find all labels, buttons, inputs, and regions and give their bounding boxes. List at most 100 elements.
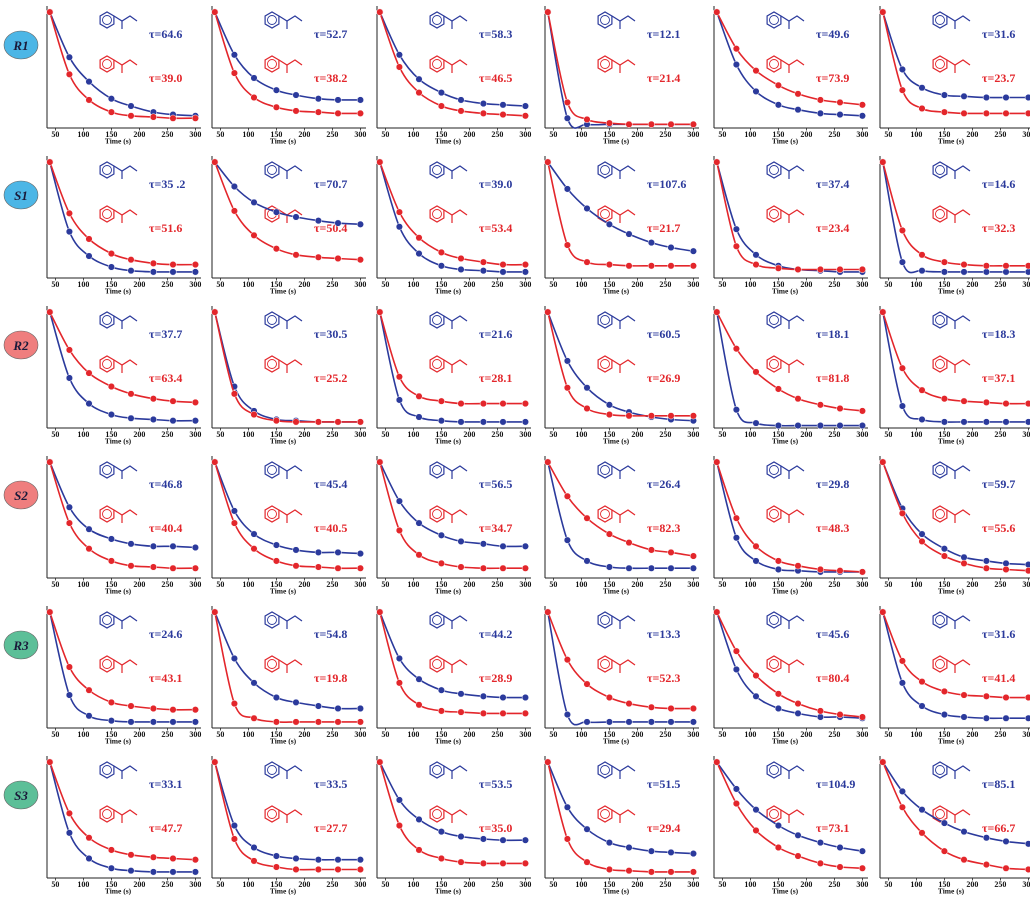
tau-annotation: τ=47.7 xyxy=(149,821,182,835)
molecule-ring xyxy=(99,805,115,823)
molecule-ring-inner xyxy=(600,809,610,819)
x-tick-label: 300 xyxy=(687,730,699,739)
data-point xyxy=(667,243,675,252)
molecule-chain xyxy=(443,165,468,172)
data-point xyxy=(292,562,300,570)
data-point xyxy=(356,718,364,726)
data-point xyxy=(667,412,675,420)
molecule-chain xyxy=(946,165,971,172)
x-tick-label: 200 xyxy=(463,580,475,589)
data-point xyxy=(230,69,238,77)
data-point xyxy=(816,565,824,574)
tau-annotation: τ=24.6 xyxy=(149,627,182,641)
molecule-chain xyxy=(611,209,636,216)
data-point xyxy=(250,411,258,419)
data-point xyxy=(107,717,115,725)
x-tick-label: 300 xyxy=(354,880,366,889)
molecule-ring xyxy=(932,161,948,179)
x-tick-label: 50 xyxy=(884,280,892,289)
data-point xyxy=(415,815,423,823)
data-point xyxy=(85,834,93,842)
data-point xyxy=(65,209,73,217)
data-point xyxy=(940,91,948,99)
x-tick-label: 300 xyxy=(687,130,699,139)
data-point xyxy=(272,86,280,94)
x-tick-label: 300 xyxy=(856,730,868,739)
data-point xyxy=(816,713,824,721)
molecule-ring xyxy=(429,205,445,223)
data-point xyxy=(149,718,157,726)
x-tick-label: 150 xyxy=(435,430,447,439)
molecule-ring-inner xyxy=(600,359,610,369)
data-point xyxy=(982,93,990,102)
data-point xyxy=(395,63,403,71)
data-point xyxy=(689,262,697,270)
data-point xyxy=(437,854,445,863)
data-point xyxy=(836,404,844,413)
data-point xyxy=(521,102,529,110)
data-point xyxy=(479,835,487,843)
molecule-ring-inner xyxy=(769,359,779,369)
tau-annotation: τ=26.4 xyxy=(647,477,680,491)
data-point xyxy=(960,691,968,699)
tau-annotation: τ=80.4 xyxy=(816,671,849,685)
x-tick-label: 300 xyxy=(1022,580,1030,589)
data-point xyxy=(191,564,199,572)
data-point xyxy=(774,81,782,89)
molecule-ring xyxy=(429,55,445,73)
molecule-chain xyxy=(611,315,636,322)
x-tick-label: 250 xyxy=(828,280,840,289)
data-point xyxy=(292,865,300,874)
x-tick-label: 50 xyxy=(381,580,389,589)
data-point xyxy=(457,832,465,841)
data-point xyxy=(836,422,844,430)
molecule-ring-inner xyxy=(769,209,779,219)
x-axis-label: Time (s) xyxy=(938,737,965,746)
panel: 50 100 150 200 250 300 Time (s) τ=31.6 τ=23.7 xyxy=(879,6,1030,146)
x-tick-label: 200 xyxy=(133,130,145,139)
molecule-ring-inner xyxy=(102,59,112,69)
x-tick-label: 150 xyxy=(270,280,282,289)
data-point xyxy=(918,84,926,92)
molecule-ring-inner xyxy=(267,809,277,819)
data-point xyxy=(211,308,219,316)
x-tick-label: 250 xyxy=(994,730,1006,739)
tau-annotation: τ=53.5 xyxy=(479,777,512,791)
x-axis-label: Time (s) xyxy=(603,137,630,146)
x-tick-label: 150 xyxy=(772,280,784,289)
data-point xyxy=(376,8,384,16)
data-point xyxy=(1002,400,1010,408)
panel: 50 100 150 200 250 300 Time (s) τ=51.5 τ=29.4 xyxy=(544,756,699,896)
data-point xyxy=(376,308,384,316)
x-axis-label: Time (s) xyxy=(938,587,965,596)
tau-annotation: τ=34.7 xyxy=(479,521,512,535)
x-tick-label: 100 xyxy=(744,130,756,139)
molecule-ring xyxy=(264,461,280,479)
data-point xyxy=(647,262,655,270)
data-point xyxy=(713,8,721,16)
x-tick-label: 250 xyxy=(161,430,173,439)
data-point xyxy=(816,96,824,104)
data-point xyxy=(858,422,866,430)
tau-annotation: τ=33.1 xyxy=(149,777,182,791)
data-point xyxy=(647,847,655,855)
tau-annotation: τ=29.4 xyxy=(647,821,680,835)
tau-annotation: τ=39.0 xyxy=(479,177,512,191)
x-tick-label: 100 xyxy=(242,580,254,589)
data-point xyxy=(437,102,445,110)
molecule-chain xyxy=(611,465,636,472)
molecule-ring xyxy=(264,761,280,779)
data-point xyxy=(982,109,990,117)
data-point xyxy=(898,226,906,234)
data-point xyxy=(479,418,487,426)
data-point xyxy=(774,690,782,698)
panel: 50 100 150 200 250 300 Time (s) τ=18.3 τ=37.1 xyxy=(879,306,1030,446)
data-point xyxy=(816,839,824,847)
x-tick-label: 300 xyxy=(687,280,699,289)
x-tick-label: 200 xyxy=(631,130,643,139)
x-tick-label: 300 xyxy=(856,880,868,889)
data-point xyxy=(982,262,990,270)
x-tick-label: 150 xyxy=(938,130,950,139)
x-tick-label: 300 xyxy=(1022,280,1030,289)
